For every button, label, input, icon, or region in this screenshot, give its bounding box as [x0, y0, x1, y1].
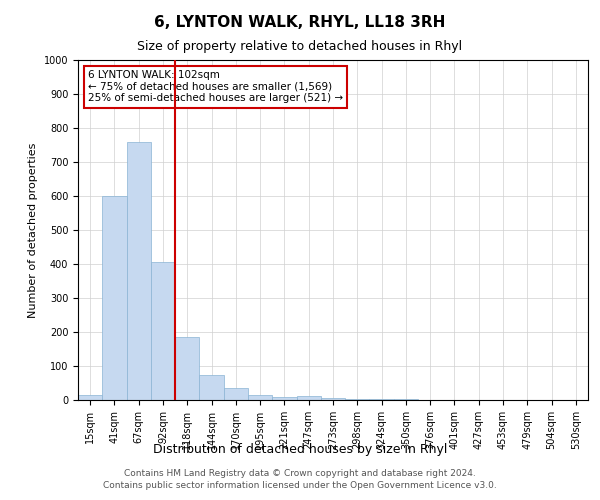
Bar	[296, 396, 321, 400]
Bar	[248, 395, 272, 400]
Bar	[127, 142, 151, 400]
Bar	[199, 374, 224, 400]
Y-axis label: Number of detached properties: Number of detached properties	[28, 142, 38, 318]
Bar	[151, 262, 175, 400]
Bar	[321, 398, 345, 400]
Bar	[272, 396, 296, 400]
Bar	[224, 388, 248, 400]
Text: 6, LYNTON WALK, RHYL, LL18 3RH: 6, LYNTON WALK, RHYL, LL18 3RH	[154, 15, 446, 30]
Text: Distribution of detached houses by size in Rhyl: Distribution of detached houses by size …	[153, 442, 447, 456]
Bar	[175, 337, 199, 400]
Text: Size of property relative to detached houses in Rhyl: Size of property relative to detached ho…	[137, 40, 463, 53]
Text: 6 LYNTON WALK: 102sqm
← 75% of detached houses are smaller (1,569)
25% of semi-d: 6 LYNTON WALK: 102sqm ← 75% of detached …	[88, 70, 343, 103]
Bar	[102, 196, 127, 400]
Bar	[78, 395, 102, 400]
Text: Contains HM Land Registry data © Crown copyright and database right 2024.
Contai: Contains HM Land Registry data © Crown c…	[103, 468, 497, 490]
